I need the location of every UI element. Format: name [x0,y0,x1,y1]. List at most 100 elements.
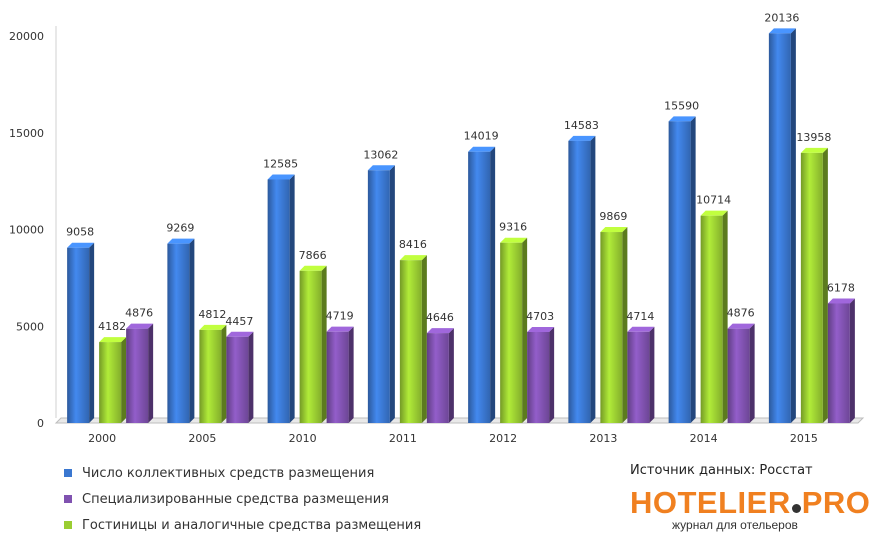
data-label: 4876 [125,307,153,320]
chart-legend: Число коллективных средств размещения Сп… [64,460,421,538]
bar [367,170,390,423]
bar-side [148,323,154,423]
bar [299,270,322,423]
data-label: 4812 [198,308,226,321]
bar-top [326,326,354,332]
bar-top [527,326,555,332]
bar-top [367,165,395,171]
bar-side [321,265,327,423]
data-label: 6178 [827,281,855,294]
bar-side [221,324,227,423]
y-tick-label: 20000 [9,30,44,43]
bar-side [289,174,295,423]
bar [827,303,850,423]
data-label: 4457 [225,315,253,328]
data-label: 4646 [426,311,454,324]
legend-item: Число коллективных средств размещения [64,460,421,486]
bar-side [849,298,855,423]
data-label: 9316 [499,221,527,234]
x-tick-label: 2013 [589,432,617,445]
x-axis-floor [54,417,865,424]
bar-side [790,28,796,423]
data-label: 9058 [66,226,94,239]
bar-side [248,331,254,423]
bar [700,215,723,423]
bar [199,329,222,423]
bar-chart: 0500010000150002000020009058418248762005… [9,11,865,445]
bar-top [668,116,696,122]
x-tick-label: 2000 [88,432,116,445]
bar [600,232,623,423]
bar-side [549,326,555,423]
y-tick-label: 15000 [9,127,44,140]
data-label: 4703 [526,310,554,323]
legend-swatch-icon [64,521,72,529]
bar [426,333,449,423]
data-label: 13958 [796,131,831,144]
bar [800,152,823,423]
bar-top [468,146,496,152]
bar-top [167,238,195,244]
legend-swatch-icon [64,469,72,477]
legend-label: Гостиницы и аналогичные средства размеще… [82,517,422,533]
data-label: 20136 [764,11,799,24]
bar-top [500,237,528,243]
legend-item: Специализированные средства размещения [64,486,421,512]
y-tick-label: 10000 [9,224,44,237]
bar-top [199,324,227,330]
data-label: 13062 [363,148,398,161]
data-label: 4182 [98,320,126,333]
data-label: 9869 [599,210,627,223]
x-tick-label: 2011 [389,432,417,445]
bar-side [121,337,127,423]
data-label: 9269 [166,222,194,235]
bar-top [67,242,95,248]
bar [326,331,349,423]
data-label: 4876 [727,307,755,320]
bar-top [267,174,295,180]
bar-side [89,242,95,423]
bar [768,33,791,423]
bar [267,179,290,423]
bar-side [622,227,628,423]
bar-side [189,238,195,423]
bar-top [727,323,755,329]
bar [527,331,550,423]
bar-top [700,210,728,216]
data-label: 14583 [564,119,599,132]
data-label: 4719 [326,310,354,323]
bar-top [126,323,154,329]
bar [727,328,750,423]
bar [568,140,591,423]
legend-swatch-icon [64,495,72,503]
bar [99,342,122,423]
bar-side [522,237,528,423]
bar [126,328,149,423]
data-label: 8416 [399,238,427,251]
hotelier-logo: HOTELIER PRO журнал для отельеров [630,486,870,533]
bar [627,331,650,423]
y-tick-label: 0 [37,417,44,430]
x-tick-label: 2012 [489,432,517,445]
bar-side [348,326,354,423]
x-tick-label: 2010 [289,432,317,445]
bar-side [722,210,728,423]
data-label: 15590 [664,99,699,112]
bar-top [426,328,454,334]
bar [668,121,691,424]
bar-top [768,28,796,34]
x-tick-label: 2005 [188,432,216,445]
bar-side [649,326,655,423]
bar-side [822,147,828,423]
bar-top [627,326,655,332]
bar-side [448,328,454,423]
bar-side [749,323,755,423]
legend-item: Гостиницы и аналогичные средства размеще… [64,512,421,538]
bar [226,336,249,423]
bar-top [226,331,254,337]
data-label: 7866 [299,249,327,262]
bar [167,243,190,423]
legend-label: Специализированные средства размещения [82,491,389,507]
data-label: 14019 [464,130,499,143]
bar-side [490,146,496,423]
